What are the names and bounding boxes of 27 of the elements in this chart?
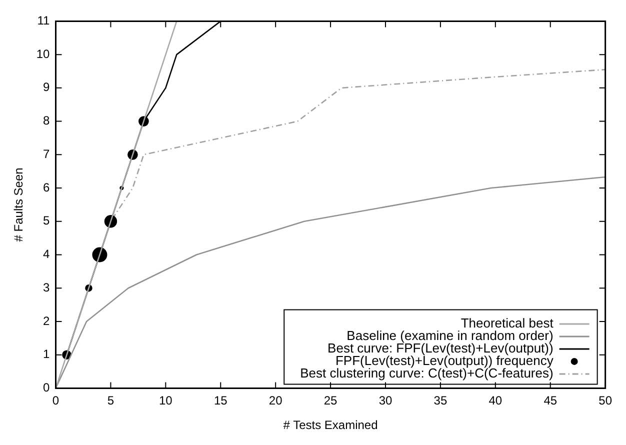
x-tick-label: 0 (52, 394, 60, 408)
x-tick-label: 50 (598, 394, 612, 408)
x-axis-title: # Tests Examined (283, 418, 378, 432)
y-tick-label: 5 (43, 214, 50, 228)
x-tick-label: 15 (214, 394, 228, 408)
y-axis-title: # Faults Seen (12, 168, 26, 242)
y-tick-label: 10 (36, 46, 50, 61)
x-tick-label: 40 (488, 394, 502, 408)
y-tick-label: 6 (43, 180, 50, 194)
y-tick-label: 0 (43, 380, 50, 395)
y-tick-label: 3 (43, 280, 50, 294)
legend-label: Theoretical best (460, 316, 554, 331)
y-tick-label: 9 (43, 80, 50, 94)
x-tick-label: 45 (544, 394, 558, 408)
x-tick-label: 30 (378, 394, 392, 408)
y-tick-label: 7 (43, 146, 50, 161)
y-tick-label: 4 (43, 247, 50, 262)
y-tick-label: 8 (43, 114, 50, 128)
y-tick-label: 1 (43, 347, 50, 362)
x-tick-label: 25 (324, 394, 338, 408)
x-tick-label: 10 (158, 394, 173, 408)
x-tick-label: 35 (434, 394, 448, 408)
y-tick-label: 11 (37, 14, 50, 28)
x-tick-label: 5 (107, 394, 114, 408)
legend-label: Baseline (examine in random order) (346, 328, 554, 344)
y-tick-label: 2 (43, 314, 50, 328)
x-tick-label: 20 (268, 394, 283, 408)
